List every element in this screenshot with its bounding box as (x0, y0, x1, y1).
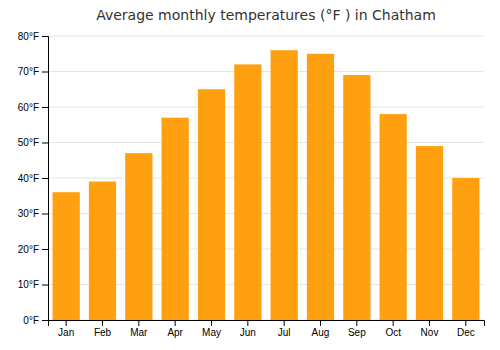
y-tick: 40°F (18, 173, 48, 184)
y-tick-label: 70°F (18, 66, 39, 77)
x-tick: Sep (348, 320, 366, 338)
y-tick: 10°F (18, 279, 48, 290)
y-tick-mark (42, 36, 48, 37)
x-tick-label: Jun (240, 327, 256, 338)
x-tick-label: Apr (167, 327, 183, 338)
y-tick-label: 50°F (18, 137, 39, 148)
bar (271, 50, 298, 320)
y-tick: 60°F (18, 102, 48, 113)
x-tick-mark (356, 320, 357, 326)
x-tick-label: Nov (421, 327, 439, 338)
bar (198, 89, 225, 320)
x-tick-mark (211, 320, 212, 326)
x-tick: Dec (457, 320, 475, 338)
x-tick: Jun (240, 320, 256, 338)
x-tick-label: Jul (278, 327, 291, 338)
y-tick-mark (42, 143, 48, 144)
y-tick: 0°F (23, 315, 48, 326)
x-tick: Mar (130, 320, 148, 338)
x-tick-mark (429, 320, 430, 326)
chart: 0°F 10°F 20°F 30°F 40°F 50°F 60°F 70°F 80°F Jan Fe… (0, 0, 500, 350)
y-tick-mark (42, 249, 48, 250)
x-tick-label: May (202, 327, 221, 338)
y-tick: 50°F (18, 137, 48, 148)
y-tick-mark (42, 72, 48, 73)
x-tick-mark (284, 320, 285, 326)
bar (343, 75, 370, 320)
x-tick: Aug (312, 320, 330, 338)
y-tick-label: 20°F (18, 244, 39, 255)
y-axis: 0°F 10°F 20°F 30°F 40°F 50°F 60°F 70°F 80°F (18, 31, 49, 326)
y-tick-mark (42, 107, 48, 108)
x-tick: Jul (278, 320, 291, 338)
x-tick-label: Mar (130, 327, 148, 338)
y-tick: 80°F (18, 31, 48, 42)
bars (53, 50, 480, 320)
grid-line (48, 142, 484, 143)
grid-line (48, 36, 484, 37)
x-tick-mark (320, 320, 321, 326)
x-tick-label: Dec (457, 327, 475, 338)
x-tick: Nov (421, 320, 439, 338)
y-tick-mark (42, 214, 48, 215)
grid (48, 36, 484, 320)
x-tick-mark (247, 320, 248, 326)
bar (162, 118, 189, 320)
bar (416, 146, 443, 320)
bar (125, 153, 152, 320)
y-tick: 30°F (18, 208, 48, 219)
grid-line (48, 107, 484, 108)
x-tick: May (202, 320, 221, 338)
y-tick-label: 80°F (18, 31, 39, 42)
y-tick-mark (42, 178, 48, 179)
bar (307, 54, 334, 320)
bar (452, 178, 479, 320)
x-tick: Jan (58, 320, 74, 338)
grid-line (48, 71, 484, 72)
y-tick-mark (42, 320, 48, 321)
x-tick-mark (175, 320, 176, 326)
x-tick-label: Aug (312, 327, 330, 338)
bar (53, 192, 80, 320)
x-tick-mark (393, 320, 394, 326)
x-tick-mark (138, 320, 139, 326)
y-tick-label: 0°F (23, 315, 39, 326)
x-tick-label: Jan (58, 327, 74, 338)
x-axis: Jan Feb Mar Apr May Jun Jul Aug Sep Oct Nov Dec (49, 320, 485, 338)
title: Average monthly temperatures (°F ) in Ch… (96, 7, 436, 23)
y-tick: 20°F (18, 244, 48, 255)
x-tick-mark (465, 320, 466, 326)
x-tick-label: Oct (385, 327, 401, 338)
plot: 0°F 10°F 20°F 30°F 40°F 50°F 60°F 70°F 80°F Jan Fe… (18, 31, 485, 338)
bar (380, 114, 407, 320)
y-tick-mark (42, 285, 48, 286)
x-tick-mark (66, 320, 67, 326)
bar (234, 64, 261, 320)
y-axis-line (42, 37, 49, 321)
x-tick-label: Feb (94, 327, 112, 338)
x-axis-line (49, 321, 485, 327)
x-tick-label: Sep (348, 327, 366, 338)
y-tick-label: 10°F (18, 279, 39, 290)
bar (89, 182, 116, 320)
x-tick-mark (102, 320, 103, 326)
y-tick: 70°F (18, 66, 48, 77)
x-tick: Apr (167, 320, 183, 338)
x-tick: Oct (385, 320, 401, 338)
y-tick-label: 40°F (18, 173, 39, 184)
y-tick-label: 30°F (18, 208, 39, 219)
y-tick-label: 60°F (18, 102, 39, 113)
x-tick: Feb (94, 320, 112, 338)
